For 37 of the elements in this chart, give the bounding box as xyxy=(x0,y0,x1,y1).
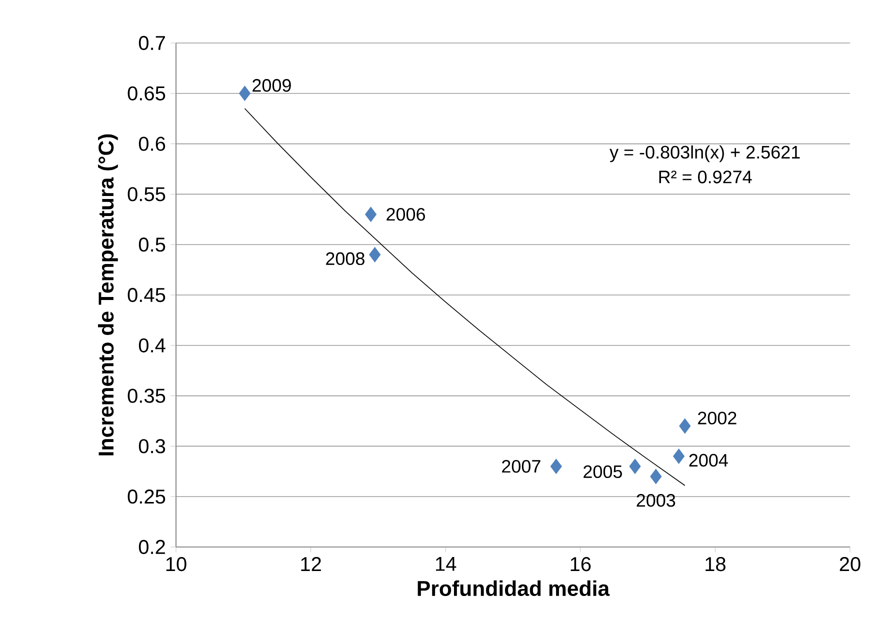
point xyxy=(679,418,691,434)
x-tick-label: 16 xyxy=(570,557,591,572)
annotation: 2005 xyxy=(584,465,622,478)
y-tick-label: 0.5 xyxy=(138,238,166,252)
y-tick-label: 0.35 xyxy=(128,388,166,403)
y-tick-label: 0.6 xyxy=(138,136,166,151)
point xyxy=(650,468,662,484)
annotation: 2003 xyxy=(636,494,676,507)
y-tick-label: 0.2 xyxy=(138,540,165,554)
point xyxy=(673,448,685,464)
y-tick-label: 0.55 xyxy=(128,187,166,202)
annotation: 2004 xyxy=(689,454,728,467)
y-tick-label: 0.45 xyxy=(128,288,166,302)
x-tick-label: 20 xyxy=(840,557,860,572)
annotation: 2002 xyxy=(698,412,736,424)
x-tick-label: 18 xyxy=(706,557,726,572)
y-tick-label: 0.25 xyxy=(128,490,166,504)
annotation: 2008 xyxy=(326,252,364,266)
point xyxy=(238,86,251,101)
x-axis-title: Profundidad media xyxy=(418,580,610,596)
point xyxy=(550,458,562,474)
annotation: 2006 xyxy=(386,208,425,221)
y-tick-label: 0.4 xyxy=(138,338,166,352)
x-tick-label: 12 xyxy=(301,557,321,572)
annotation: 2007 xyxy=(502,460,540,473)
point xyxy=(369,247,381,262)
y-axis-title: Incremento de Temperatura (°C) xyxy=(98,134,118,456)
y-tick-label: 0.3 xyxy=(138,439,166,454)
annotation: y = -0.803ln(x) + 2.5621 xyxy=(610,145,800,162)
y-tick-label: 0.65 xyxy=(128,86,166,100)
point xyxy=(629,458,641,474)
annotation: R² = 0.9274 xyxy=(659,170,752,184)
annotation: 2009 xyxy=(252,79,291,92)
x-tick-label: 10 xyxy=(166,557,186,572)
y-tick-label: 0.7 xyxy=(138,36,165,50)
x-tick-label: 14 xyxy=(436,557,456,571)
point xyxy=(365,206,377,222)
